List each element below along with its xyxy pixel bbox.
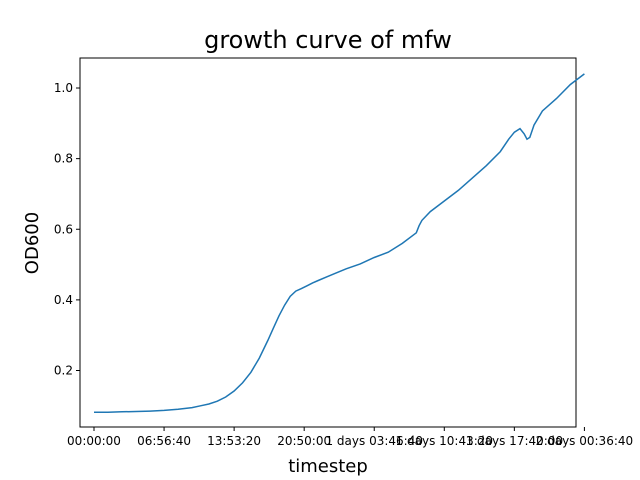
y-tick-label: 1.0 — [54, 81, 73, 95]
x-axis-label: timestep — [288, 456, 368, 477]
y-tick-label: 0.6 — [54, 222, 73, 236]
x-tick-label: 20:50:00 — [277, 434, 331, 448]
x-tick-label: 1 days 17:40:00 — [466, 434, 563, 448]
x-tick-label: 1 days 10:43:20 — [396, 434, 493, 448]
y-tick-label: 0.8 — [54, 152, 73, 166]
x-tick-label: 00:00:00 — [67, 434, 121, 448]
x-tick-label: 2 days 00:36:40 — [536, 434, 633, 448]
plot-frame — [79, 57, 577, 428]
x-tick-label: 06:56:40 — [137, 434, 191, 448]
x-axis: 00:00:00 06:56:40 13:53:20 20:50:001 days 0… — [67, 427, 633, 448]
y-axis-label: OD600 — [22, 212, 43, 274]
od600-series-line — [94, 73, 585, 413]
y-tick-label: 0.2 — [54, 364, 73, 378]
x-tick-label: 13:53:20 — [207, 434, 261, 448]
y-axis: 0.2 0.4 0.6 0.8 1.0 — [54, 81, 80, 378]
chart-title: growth curve of mfw — [204, 26, 452, 54]
x-tick-label: 1 days 03:46:40 — [325, 434, 422, 448]
y-tick-label: 0.4 — [54, 293, 73, 307]
